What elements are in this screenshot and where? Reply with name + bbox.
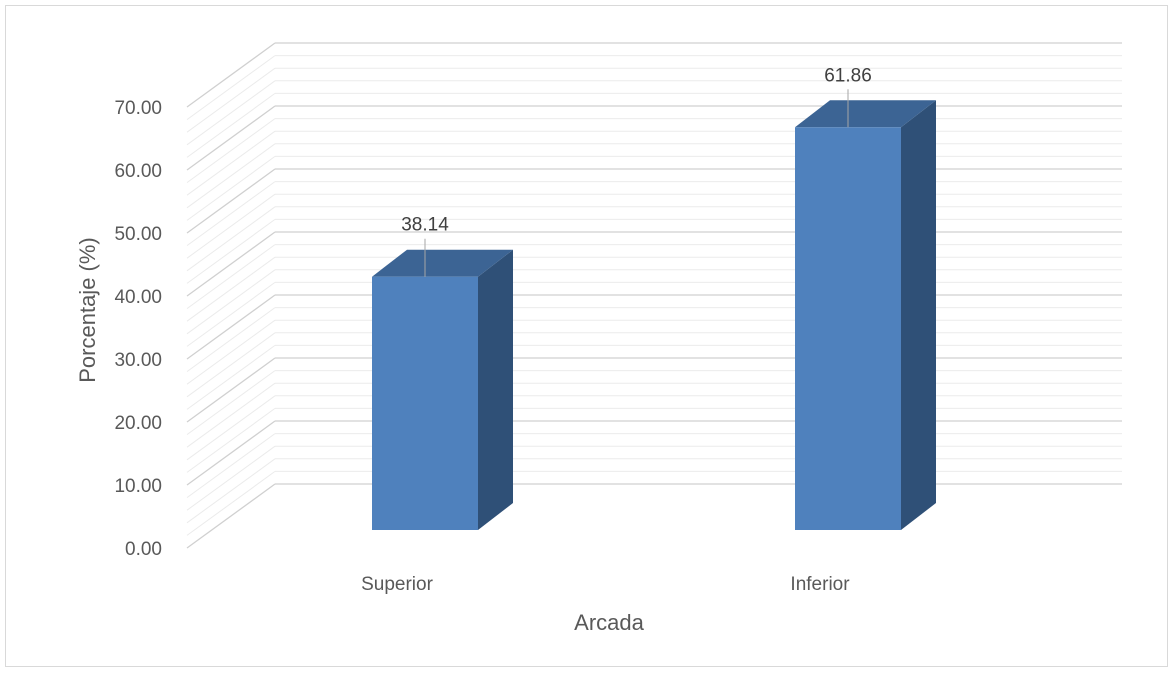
gridline-side — [186, 244, 276, 310]
x-axis-title: Arcada — [574, 610, 644, 635]
gridline-side — [186, 256, 276, 322]
y-tick-label: 0.00 — [125, 539, 162, 560]
x-category-label: Inferior — [790, 574, 850, 595]
gridline-side — [186, 357, 276, 423]
gridline-side — [186, 168, 276, 234]
gridline-side — [186, 218, 276, 284]
gridline-side — [186, 92, 276, 158]
y-axis-title: Porcentaje (%) — [75, 237, 100, 383]
gridline-side — [186, 281, 276, 347]
bar-superior — [372, 276, 478, 530]
data-label: 38.14 — [401, 215, 449, 236]
gridline-side — [186, 181, 276, 247]
gridline-side — [186, 143, 276, 209]
bars — [372, 100, 936, 531]
bar-inferior — [795, 127, 901, 531]
y-tick-label: 60.00 — [114, 161, 162, 182]
gridline-side — [186, 118, 276, 184]
gridline-side — [186, 67, 276, 133]
bar-top-face — [795, 100, 936, 128]
gridline-side — [186, 370, 276, 436]
gridline-side — [186, 105, 276, 171]
y-tick-label: 40.00 — [114, 287, 162, 308]
gridline-side — [186, 395, 276, 461]
gridline-side — [186, 42, 276, 108]
gridline-side — [186, 231, 276, 297]
y-tick-label: 70.00 — [114, 98, 162, 119]
gridline-side — [186, 344, 276, 410]
gridlines — [186, 42, 1122, 549]
gridline-side — [186, 445, 276, 511]
bar-side-face — [901, 100, 936, 531]
gridline-side — [186, 294, 276, 360]
gridline-side — [186, 206, 276, 272]
chart-frame — [5, 5, 1168, 667]
y-tick-label: 20.00 — [114, 413, 162, 434]
gridline-side — [186, 155, 276, 221]
y-tick-label: 50.00 — [114, 224, 162, 245]
bar-side-face — [478, 249, 513, 530]
y-tick-label: 30.00 — [114, 350, 162, 371]
gridline-side — [186, 193, 276, 259]
gridline-side — [186, 80, 276, 146]
x-axis-categories: Superior Inferior — [361, 574, 850, 595]
gridline-side — [186, 382, 276, 448]
y-tick-label: 10.00 — [114, 476, 162, 497]
gridline-side — [186, 332, 276, 398]
gridline-side — [186, 55, 276, 121]
data-label: 61.86 — [824, 65, 872, 86]
bar-top-face — [372, 249, 513, 277]
gridline-side — [186, 269, 276, 335]
y-axis-ticks: 0.00 10.00 20.00 30.00 40.00 50.00 60.00 70.00 — [114, 98, 162, 560]
x-category-label: Superior — [361, 574, 433, 595]
gridline-side — [186, 420, 276, 486]
gridline-side — [186, 407, 276, 473]
gridline-side — [186, 483, 276, 549]
gridline-side — [186, 470, 276, 536]
gridline-side — [186, 307, 276, 373]
gridline-side — [186, 130, 276, 196]
gridline-side — [186, 458, 276, 524]
data-labels: 38.14 61.86 — [401, 65, 872, 277]
gridline-side — [186, 319, 276, 385]
gridline-side — [186, 433, 276, 499]
